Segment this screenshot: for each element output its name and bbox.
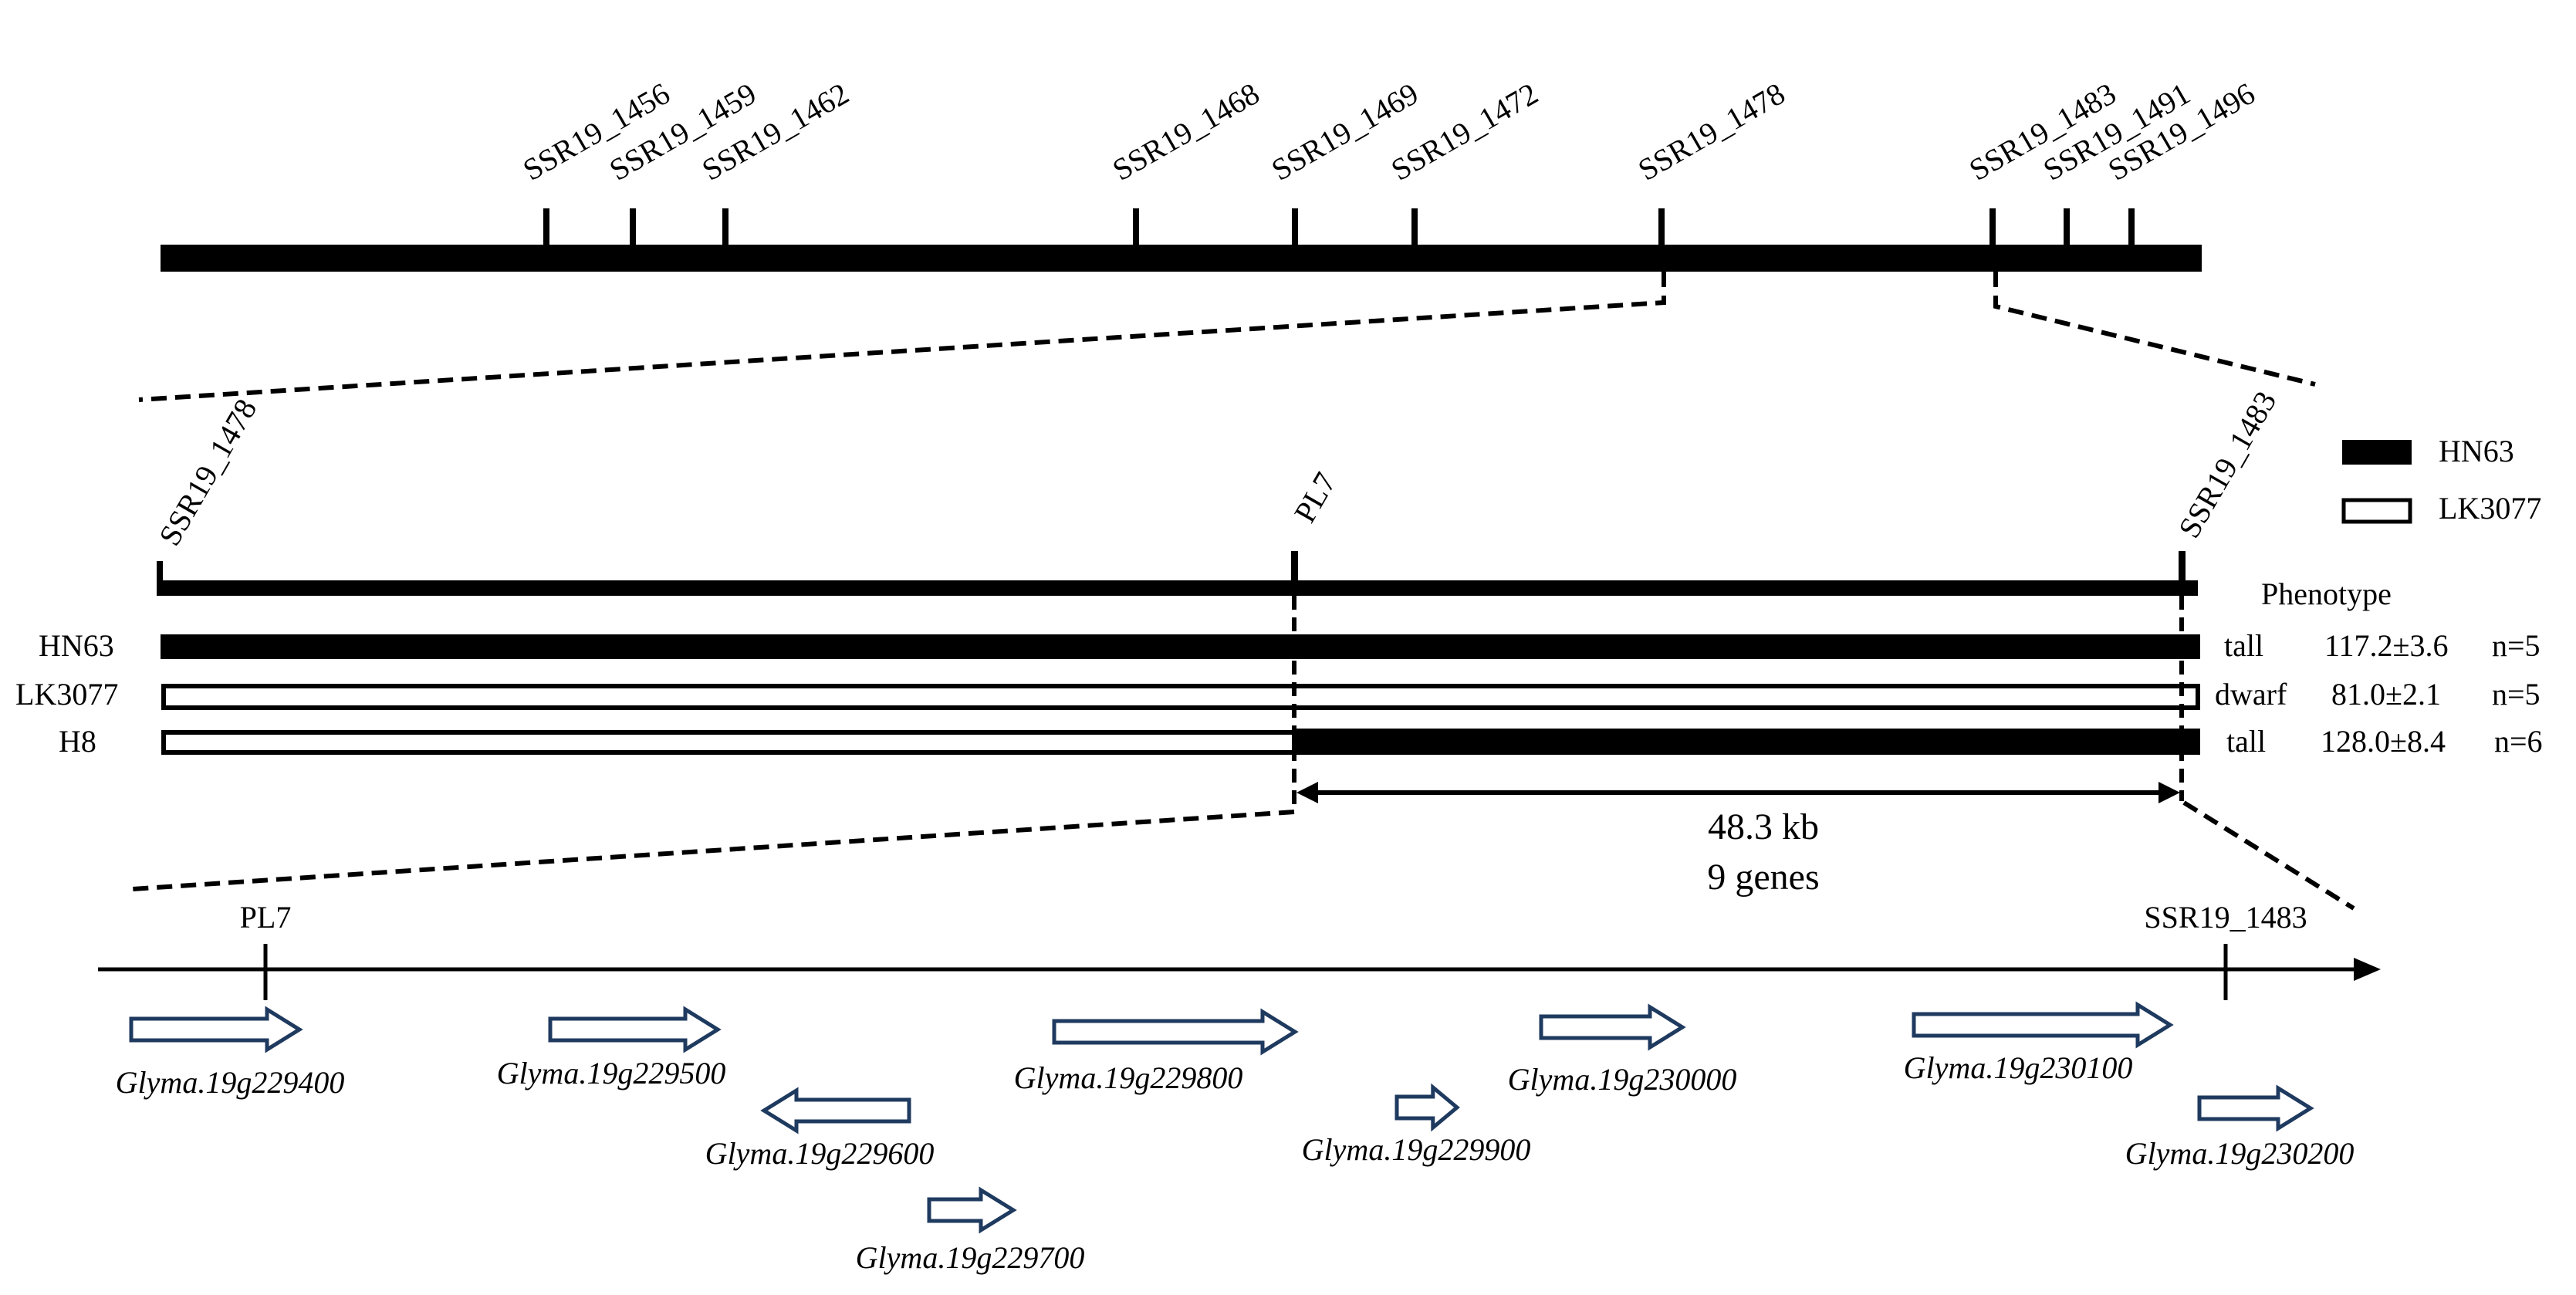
line-name: H8 (59, 724, 96, 759)
genotype-bar (161, 684, 2200, 710)
marker-tick-center (1291, 551, 1298, 596)
sample-size: n=5 (2492, 628, 2541, 663)
marker-tick-right (2179, 551, 2186, 596)
phenotype-class: tall (2226, 724, 2266, 759)
marker-label-center: PL7 (1287, 466, 1343, 528)
zoom-lines-upper (138, 272, 2316, 402)
marker-tick (1989, 208, 1996, 245)
interval-arrow (1296, 782, 2180, 803)
zoom-lines-lower (132, 800, 2355, 911)
gene: Glyma.19g229500 (497, 1006, 726, 1090)
line-name: HN63 (39, 628, 114, 663)
gene-arrow (927, 1186, 1017, 1234)
interval-guides (1292, 596, 2184, 812)
gene: Glyma.19g229700 (856, 1186, 1085, 1275)
gene-arrow (1052, 1008, 1299, 1056)
chromosome-bar (161, 245, 2202, 272)
axis-marker-right: SSR19_1483 (2144, 900, 2307, 935)
sample-size: n=5 (2492, 677, 2541, 712)
gene: Glyma.19g230200 (2125, 1084, 2355, 1171)
gene-label: Glyma.19g229500 (497, 1056, 726, 1090)
legend-label-open: LK3077 (2439, 491, 2541, 526)
marker-tick (1658, 208, 1665, 245)
gene-label: Glyma.19g229400 (116, 1065, 345, 1100)
marker-label: SSR19_1468 (1107, 76, 1265, 188)
marker-tick (2064, 208, 2070, 245)
gene-region: PL7 SSR19_1483 Glyma.19g229400 Glyma.19g2… (98, 900, 2381, 1275)
genotype-bar-filled-part (1292, 729, 2200, 755)
legend-label-filled: HN63 (2439, 434, 2514, 468)
gene-label: Glyma.19g229800 (1014, 1060, 1243, 1095)
marker-tick (1411, 208, 1418, 245)
marker-tick (1133, 208, 1139, 245)
gene-label: Glyma.19g230000 (1508, 1062, 1737, 1097)
genotype-row-hn63: HN63 tall 117.2±3.6 n=5 (39, 628, 2541, 663)
fine-map-region: SSR19_1478 PL7 SSR19_1483 HN63 LK3077 Ph… (15, 385, 2543, 898)
gene-label: Glyma.19g230100 (1904, 1050, 2133, 1085)
gene: Glyma.19g229400 (116, 1006, 345, 1100)
genotype-row-h8: H8 tall 128.0±8.4 n=6 (59, 724, 2543, 759)
gene-axis-arrowhead (2354, 958, 2381, 981)
marker-tick-left (157, 561, 163, 596)
gene-label: Glyma.19g230200 (2125, 1136, 2355, 1171)
gene-arrow (548, 1006, 722, 1053)
marker-label: SSR19_1478 (1632, 76, 1790, 188)
marker-tick (722, 208, 729, 245)
gene-label: Glyma.19g229900 (1302, 1132, 1531, 1167)
interval-size: 48.3 kb (1708, 806, 1819, 847)
phenotype-header: Phenotype (2261, 576, 2392, 611)
gene-label: Glyma.19g229700 (856, 1240, 1085, 1275)
genotype-row-lk3077: LK3077 dwarf 81.0±2.1 n=5 (15, 677, 2541, 712)
legend-swatch-filled (2342, 440, 2412, 465)
gene: Glyma.19g229800 (1014, 1008, 1299, 1095)
gene: Glyma.19g229600 (705, 1087, 935, 1171)
marker-label-right: SSR19_1483 (2172, 385, 2284, 543)
marker-label-left: SSR19_1478 (152, 393, 264, 551)
phenotype-class: dwarf (2215, 677, 2287, 712)
marker-tick (630, 208, 636, 245)
sample-size: n=6 (2494, 724, 2543, 759)
marker-ticks (543, 208, 2135, 245)
phenotype-value: 128.0±8.4 (2321, 724, 2446, 759)
gene-arrows: Glyma.19g229400 Glyma.19g229500 Glyma.19g2… (116, 1001, 2355, 1275)
legend-swatch-open (2341, 498, 2412, 524)
axis-marker-left: PL7 (240, 900, 292, 935)
gene: Glyma.19g230000 (1508, 1003, 1737, 1097)
marker-tick (1292, 208, 1298, 245)
gene-arrow (1539, 1003, 1686, 1051)
gene: Glyma.19g229900 (1302, 1083, 1531, 1167)
gene: Glyma.19g230100 (1904, 1001, 2174, 1085)
interval-gene-count: 9 genes (1707, 857, 1819, 898)
legend: HN63 LK3077 (2341, 434, 2541, 526)
phenotype-value: 81.0±2.1 (2331, 677, 2441, 712)
gene-arrow (129, 1006, 303, 1053)
gene-arrow (1912, 1001, 2174, 1049)
gene-arrow (2197, 1084, 2314, 1132)
fine-map-bar (158, 580, 2198, 596)
gene-arrow (760, 1087, 911, 1134)
gene-arrow (1394, 1083, 1460, 1132)
genotype-bar-open-part (161, 730, 1296, 755)
marker-tick (2128, 208, 2135, 245)
gene-label: Glyma.19g229600 (705, 1136, 935, 1171)
phenotype-class: tall (2224, 628, 2263, 663)
line-name: LK3077 (15, 677, 118, 712)
genotype-bar (161, 634, 2200, 659)
marker-tick (543, 208, 549, 245)
phenotype-value: 117.2±3.6 (2324, 628, 2448, 663)
